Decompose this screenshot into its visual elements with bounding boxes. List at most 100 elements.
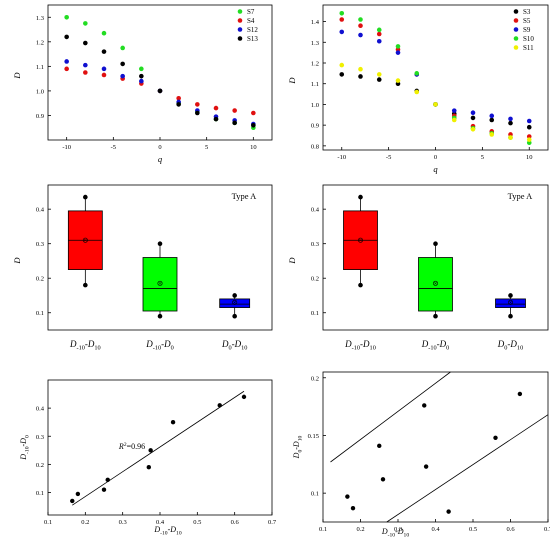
data-point-s9 <box>526 118 532 124</box>
y-tick-label: 0.1 <box>311 491 319 498</box>
data-point-s11 <box>451 117 457 123</box>
label-part: D <box>145 339 153 349</box>
label-part: D <box>421 339 429 349</box>
x-tick-label: 0.6 <box>231 519 240 526</box>
data-point-s12 <box>83 62 88 68</box>
data-point-s12 <box>139 78 144 84</box>
y-tick-label: 1.0 <box>36 88 44 95</box>
x-tick-label: 0.1 <box>44 519 52 526</box>
data-point-s7 <box>139 66 144 72</box>
label-part: -10 <box>428 345 436 352</box>
label-part: 10 <box>241 345 247 352</box>
data-point-s5 <box>339 17 345 22</box>
data-point <box>105 477 110 483</box>
label-part: D <box>397 527 404 536</box>
data-point-s13 <box>251 122 256 128</box>
legend-marker-s10 <box>513 36 519 41</box>
label-part: - <box>232 339 235 349</box>
p4-frame <box>322 184 549 331</box>
data-point <box>101 487 107 492</box>
legend-marker-s13 <box>237 36 243 41</box>
label-part: -10 <box>153 345 161 352</box>
data-point-s13 <box>83 40 88 46</box>
legend-marker-s5 <box>513 18 519 23</box>
y-tick-label: 0.4 <box>36 207 45 214</box>
x-tick-label: 0 <box>158 144 161 151</box>
x-tick-label: 0.2 <box>81 519 89 526</box>
x-axis-label: q <box>433 164 438 174</box>
p3-frame <box>47 184 273 331</box>
label-part: D <box>153 525 160 534</box>
legend-label: S3 <box>523 8 531 16</box>
label-part: 0 <box>228 345 231 352</box>
label-part: D <box>169 525 176 534</box>
label-part: 10 <box>176 531 182 537</box>
x-axis-label: D-10-D10 <box>381 527 410 539</box>
category-label: D0-D10 <box>497 339 523 352</box>
legend-label: S7 <box>247 8 255 16</box>
box-mean-cross <box>508 300 513 305</box>
p6-frame <box>322 371 549 523</box>
p1-axes: -10 -5 0 5 10 0.9 1.0 1.1 1.2 1.3 <box>36 4 273 151</box>
legend-label: S9 <box>523 26 531 34</box>
x-tick-label: -10 <box>337 154 346 161</box>
y-axis-label: D <box>287 77 297 85</box>
y-tick-label: 0.2 <box>36 462 44 469</box>
legend-marker-s4 <box>237 18 243 23</box>
x-tick-label: 0.3 <box>119 519 127 526</box>
data-point-s11 <box>376 72 382 77</box>
label-part: 0 <box>171 345 174 352</box>
label-part: 0 <box>446 345 449 352</box>
label-part: D <box>234 339 242 349</box>
y-axis-label: D <box>287 257 297 265</box>
data-point <box>70 498 75 504</box>
data-point-s4 <box>195 102 200 107</box>
x-tick-label: 0.2 <box>356 526 364 533</box>
label-part: - <box>161 339 164 349</box>
label-part: - <box>292 447 301 450</box>
data-point-s13 <box>157 88 163 94</box>
y-tick-label: 0.2 <box>36 276 44 283</box>
x-tick-label: 0.7 <box>268 519 277 526</box>
x-axis-label: q <box>158 154 163 164</box>
box-min-point <box>83 282 88 288</box>
bound-line <box>386 414 549 523</box>
y-tick-label: 0.1 <box>311 310 319 317</box>
y-tick-label: 0.3 <box>311 241 319 248</box>
data-point <box>146 464 151 470</box>
type-annotation: Type A <box>232 191 258 201</box>
label-part: 10 <box>298 435 304 441</box>
box-mean-marker <box>82 237 88 243</box>
label-part: - <box>437 339 440 349</box>
box-mean-marker <box>232 299 238 305</box>
data-point-s3 <box>526 124 532 130</box>
box-body <box>219 298 251 308</box>
box-min-point <box>157 313 163 319</box>
data-point-s7 <box>101 30 107 36</box>
label-part: - <box>395 527 398 536</box>
x-tick-label: 0.3 <box>394 526 402 533</box>
p1-frame <box>47 4 273 141</box>
data-point-s4 <box>176 95 181 101</box>
data-point <box>217 403 222 408</box>
x-tick-label: 5 <box>481 154 484 161</box>
label-part: 10 <box>517 345 523 352</box>
legend-label: S13 <box>247 35 258 43</box>
data-point <box>380 477 386 482</box>
legend-label: S5 <box>523 17 531 25</box>
box-mean-cross <box>433 281 438 286</box>
data-point-s4 <box>213 105 219 111</box>
category-label: D0-D10 <box>221 339 247 352</box>
data-point <box>517 391 523 397</box>
data-point <box>493 435 498 440</box>
p2-frame <box>322 4 549 151</box>
data-point-s3 <box>489 117 495 123</box>
data-point-s4 <box>101 72 107 78</box>
data-point <box>446 509 451 514</box>
data-point-s9 <box>470 110 476 116</box>
box-mean-cross <box>83 238 88 243</box>
category-label: D-10-D0 <box>421 339 450 352</box>
data-point-s13 <box>139 73 144 79</box>
label-part: D <box>163 339 171 349</box>
data-point-s12 <box>101 66 107 72</box>
